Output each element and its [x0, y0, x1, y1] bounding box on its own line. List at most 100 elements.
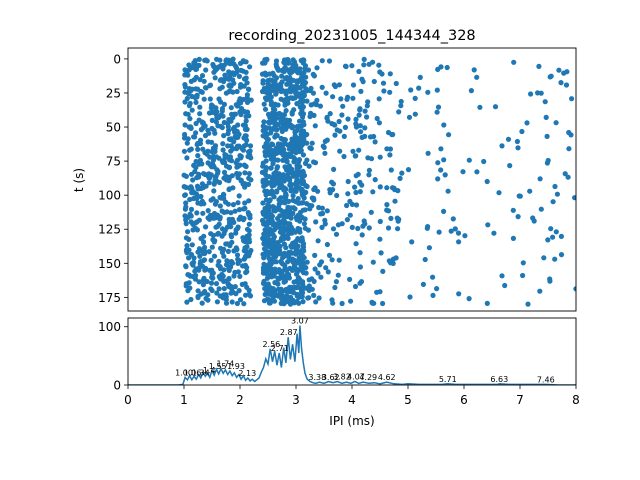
raster-point	[241, 248, 247, 254]
raster-point	[564, 69, 570, 75]
raster-point	[205, 160, 211, 166]
raster-point	[208, 280, 215, 286]
raster-point	[292, 170, 298, 176]
raster-point	[245, 210, 251, 216]
histogram-x-tick-label: 8	[572, 393, 580, 407]
raster-point	[283, 117, 289, 123]
raster-point	[372, 177, 378, 183]
raster-point	[281, 300, 287, 306]
raster-point	[318, 274, 324, 280]
raster-point	[244, 137, 250, 143]
raster-point	[315, 238, 321, 244]
raster-point	[319, 224, 325, 230]
raster-point	[295, 243, 301, 249]
raster-point	[213, 199, 219, 205]
raster-point	[278, 88, 284, 95]
raster-point	[281, 276, 287, 282]
raster-point	[212, 75, 218, 81]
raster-point	[298, 147, 304, 154]
raster-point	[345, 178, 351, 185]
raster-point	[319, 84, 325, 90]
raster-point	[236, 73, 242, 79]
raster-point	[303, 183, 309, 189]
raster-point	[275, 141, 281, 147]
raster-point	[186, 272, 192, 278]
raster-point	[276, 201, 282, 207]
raster-point	[329, 297, 335, 303]
raster-point	[384, 185, 390, 191]
raster-point	[301, 248, 307, 254]
raster-point	[241, 206, 247, 212]
raster-point	[408, 87, 414, 93]
raster-point	[279, 268, 286, 274]
raster-point	[425, 150, 431, 156]
raster-point	[212, 148, 218, 155]
raster-point	[201, 78, 207, 84]
raster-point	[301, 92, 307, 99]
raster-point	[303, 285, 309, 291]
raster-point	[505, 136, 512, 142]
raster-point	[269, 248, 275, 254]
raster-point	[329, 257, 335, 263]
raster-point	[446, 132, 452, 138]
raster-point	[235, 256, 241, 262]
raster-point	[284, 294, 290, 300]
raster-point	[466, 157, 472, 163]
raster-point	[244, 264, 250, 271]
raster-point	[474, 169, 480, 175]
raster-point	[319, 58, 325, 64]
raster-point	[507, 163, 513, 169]
raster-point	[347, 276, 353, 282]
raster-point	[260, 200, 266, 206]
raster-point	[270, 293, 276, 299]
raster-point	[304, 140, 310, 146]
raster-y-tick-label: 25	[106, 86, 121, 100]
raster-point	[297, 238, 303, 244]
raster-point	[502, 282, 508, 289]
raster-point	[193, 93, 200, 99]
raster-point	[425, 89, 431, 95]
peak-label: 1.93	[227, 362, 245, 371]
raster-point	[209, 139, 215, 145]
raster-point	[242, 184, 248, 190]
raster-point	[514, 138, 521, 145]
raster-point	[552, 183, 558, 190]
raster-point	[196, 279, 202, 285]
raster-point	[322, 217, 328, 223]
raster-y-tick-label: 125	[98, 223, 121, 237]
raster-point	[190, 221, 196, 227]
raster-point	[387, 152, 393, 158]
raster-point	[283, 96, 289, 102]
raster-point	[267, 258, 273, 264]
raster-point	[381, 88, 387, 94]
raster-point	[207, 96, 213, 102]
raster-point	[232, 127, 238, 133]
raster-point	[266, 238, 272, 244]
raster-point	[412, 95, 418, 101]
raster-point	[388, 215, 394, 221]
raster-point	[189, 107, 195, 113]
raster-point	[341, 133, 347, 139]
raster-point	[186, 103, 192, 109]
raster-point	[280, 157, 286, 163]
raster-point	[317, 103, 323, 109]
raster-point	[195, 186, 201, 192]
raster-point	[412, 111, 418, 117]
raster-point	[183, 235, 189, 241]
raster-point	[398, 103, 404, 109]
raster-point	[235, 133, 241, 140]
raster-point	[233, 102, 239, 108]
raster-point	[273, 91, 279, 97]
raster-point	[287, 177, 293, 183]
raster-point	[366, 61, 372, 67]
raster-point	[189, 242, 195, 248]
raster-point	[218, 99, 224, 105]
raster-point	[450, 216, 456, 222]
raster-point	[376, 62, 382, 68]
raster-point	[289, 166, 295, 172]
peak-label: 2.13	[238, 369, 256, 378]
raster-point	[361, 62, 367, 68]
raster-point	[226, 174, 232, 180]
raster-point	[356, 147, 362, 153]
raster-point	[228, 148, 234, 154]
